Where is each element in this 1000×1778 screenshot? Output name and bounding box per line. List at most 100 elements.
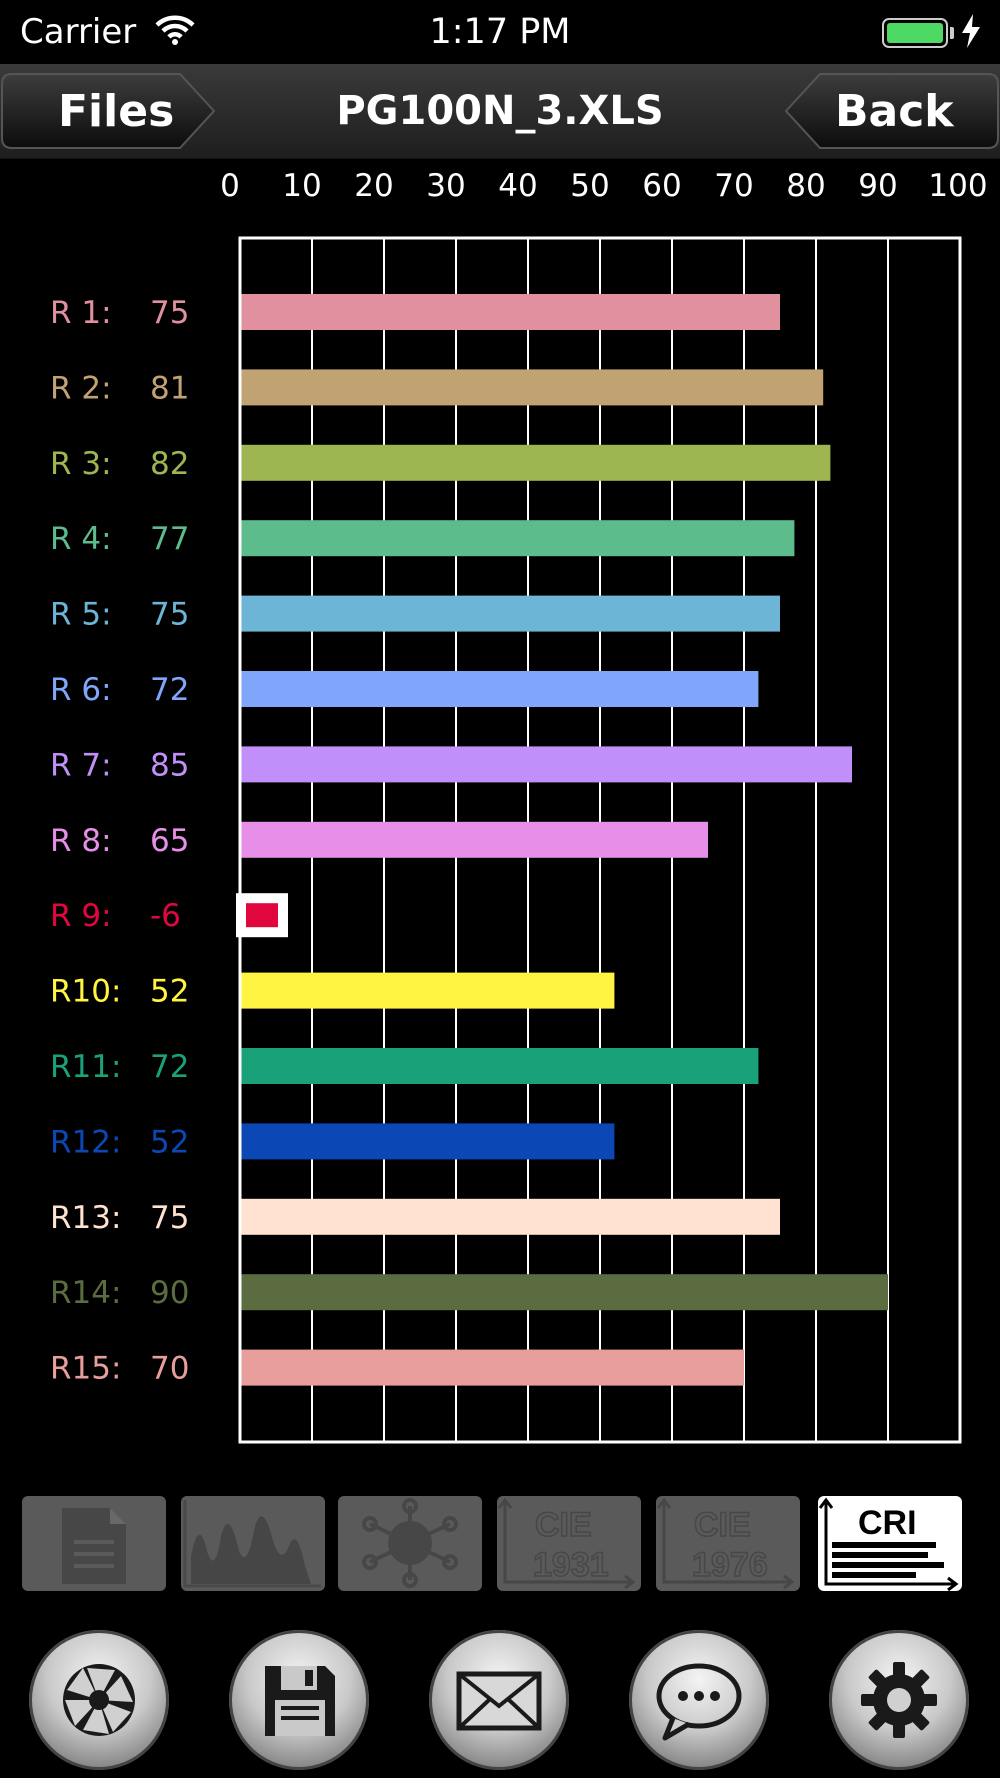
cri-bar-chart: 0 10 20 30 40 50 60 70 80 90 100 R 1: 75 R 2: 81 R 3: 82… [50, 168, 988, 1444]
bar [241, 671, 759, 707]
back-button[interactable]: Back [780, 70, 1000, 152]
tab-color-wheel[interactable] [338, 1496, 482, 1591]
tab-cie1976-line1: CIE [694, 1506, 751, 1544]
tab-cie1931[interactable]: CIE 1931 [497, 1496, 641, 1591]
row-label: R 2: [50, 370, 112, 406]
color-wheel-icon [362, 1498, 458, 1588]
back-button-shape [784, 73, 999, 149]
battery-tip [950, 27, 954, 39]
battery-icon [882, 18, 948, 48]
x-tick-label: 30 [426, 168, 465, 204]
speech-bubble-icon [656, 1663, 742, 1741]
bar [246, 903, 278, 928]
bar [241, 821, 708, 858]
x-tick-label: 20 [354, 168, 393, 204]
row-value: 72 [150, 1049, 189, 1085]
row-value: 81 [150, 370, 189, 406]
row-label: R 5: [50, 597, 112, 633]
bar [241, 1123, 615, 1160]
x-tick-label: 70 [714, 168, 753, 204]
tab-cri-label: CRI [858, 1504, 917, 1542]
tab-cie1931-line2: 1931 [533, 1546, 609, 1584]
aperture-icon [63, 1664, 135, 1736]
save-button[interactable] [229, 1630, 369, 1770]
row-value: 75 [150, 295, 189, 331]
bar [241, 444, 831, 481]
navigation-bar: Files PG100N_3.XLS Back [0, 64, 1000, 159]
x-tick-label: 50 [570, 168, 609, 204]
x-tick-label: 60 [642, 168, 681, 204]
status-bar: Carrier 1:17 PM [0, 0, 1000, 64]
row-label: R11: [50, 1049, 121, 1085]
bar [241, 294, 780, 330]
bar [241, 1274, 888, 1311]
row-label: R 9: [50, 898, 112, 934]
x-tick-label: 40 [498, 168, 537, 204]
tab-cie1976-line2: 1976 [692, 1546, 768, 1584]
files-button-shape [1, 73, 216, 149]
floppy-disk-icon [265, 1666, 335, 1736]
spectrum-icon [183, 1500, 321, 1588]
row-value: 82 [150, 446, 189, 482]
tab-cie1931-line1: CIE [535, 1506, 592, 1544]
row-label: R 1: [50, 295, 112, 331]
back-button-label: Back [835, 86, 954, 137]
envelope-icon [456, 1671, 542, 1731]
row-value: 72 [150, 672, 189, 708]
carrier-label: Carrier [20, 12, 137, 52]
row-label: R 4: [50, 521, 112, 557]
bar [241, 1349, 744, 1386]
row-label: R10: [50, 974, 121, 1010]
files-button[interactable]: Files [0, 70, 220, 152]
bar [241, 369, 824, 406]
clock: 1:17 PM [429, 12, 571, 52]
bar [241, 1048, 759, 1084]
tab-cie1976[interactable]: CIE 1976 [656, 1496, 800, 1591]
cri-chart-icon: CRI [818, 1497, 959, 1591]
row-label: R 8: [50, 823, 112, 859]
bar [241, 746, 852, 783]
bar [241, 972, 615, 1009]
tab-spectrum[interactable] [181, 1496, 325, 1591]
message-button[interactable] [629, 1630, 769, 1770]
row-value: 52 [150, 974, 189, 1010]
row-label: R12: [50, 1124, 121, 1160]
x-tick-label: 90 [858, 168, 897, 204]
files-button-label: Files [58, 86, 175, 137]
bar [241, 1198, 780, 1235]
row-value: 70 [150, 1351, 189, 1387]
row-label: R 7: [50, 747, 112, 783]
cie-chart-icon: CIE 1976 [656, 1497, 795, 1590]
settings-button[interactable] [829, 1630, 969, 1770]
charging-bolt-icon [962, 14, 980, 48]
row-label: R13: [50, 1200, 121, 1236]
row-label: R 6: [50, 672, 112, 708]
x-tick-label: 80 [786, 168, 825, 204]
row-label: R14: [50, 1275, 121, 1311]
row-value: 75 [150, 597, 189, 633]
row-value: 52 [150, 1124, 189, 1160]
row-value: 65 [150, 823, 189, 859]
gear-icon [861, 1662, 937, 1738]
cie-chart-icon: CIE 1931 [497, 1497, 636, 1590]
tab-cri[interactable]: CRI [818, 1496, 962, 1591]
view-tab-bar: CIE 1931 CIE 1976 CRI [0, 1496, 1000, 1596]
x-tick-label: 0 [220, 168, 240, 204]
row-value: 77 [150, 521, 189, 557]
row-value: -6 [150, 898, 181, 934]
row-value: 75 [150, 1200, 189, 1236]
row-value: 90 [150, 1275, 189, 1311]
document-icon [62, 1508, 126, 1584]
x-tick-label: 100 [928, 168, 987, 204]
row-label: R 3: [50, 446, 112, 482]
bar [241, 595, 780, 632]
email-button[interactable] [429, 1630, 569, 1770]
row-label: R15: [50, 1351, 121, 1387]
tab-document[interactable] [22, 1496, 166, 1591]
x-tick-label: 10 [282, 168, 321, 204]
wifi-icon [155, 15, 195, 45]
page-title: PG100N_3.XLS [336, 88, 664, 134]
camera-shutter-button[interactable] [29, 1630, 169, 1770]
action-bar [0, 1630, 1000, 1778]
bar [241, 520, 795, 557]
